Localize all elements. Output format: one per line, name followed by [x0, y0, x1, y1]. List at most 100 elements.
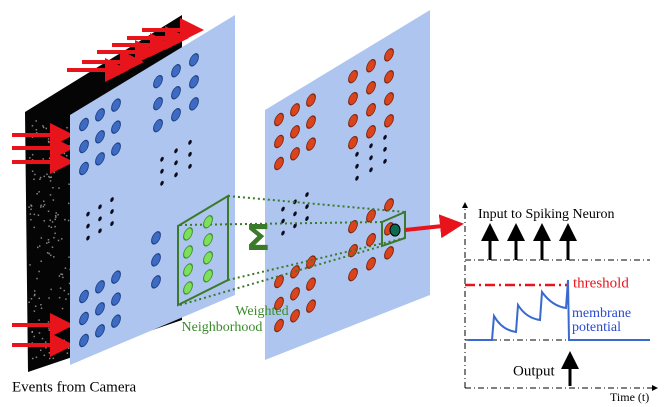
- event-pixel: [42, 158, 44, 160]
- black-neuron: [86, 211, 90, 217]
- black-neuron: [174, 160, 178, 166]
- event-pixel: [49, 180, 52, 182]
- event-pixel: [67, 293, 70, 295]
- event-pixel: [49, 176, 51, 179]
- event-pixel: [33, 290, 36, 292]
- event-pixel: [52, 337, 54, 339]
- black-neuron: [281, 206, 285, 212]
- black-neuron: [355, 175, 359, 181]
- blue-neuron: [111, 292, 121, 306]
- event-pixel: [43, 354, 46, 357]
- red-neuron: [348, 113, 358, 128]
- event-pixel: [56, 140, 58, 143]
- input-plane: [70, 15, 235, 365]
- event-pixel: [48, 157, 51, 160]
- blue-neuron: [111, 98, 121, 112]
- camera-label: Events from Camera: [12, 379, 136, 395]
- black-neuron: [293, 199, 297, 205]
- event-pixel: [65, 162, 67, 165]
- blue-neuron: [111, 120, 121, 134]
- green-neuron: [183, 227, 193, 241]
- potential-label: potential: [572, 320, 621, 335]
- black-neuron: [305, 192, 309, 197]
- neuron-graph: Input to Spiking Neuron threshold membra…: [462, 202, 658, 404]
- event-pixel: [29, 213, 32, 215]
- event-pixel: [45, 347, 47, 349]
- blue-neuron: [95, 280, 105, 294]
- red-neuron: [290, 147, 300, 161]
- blue-neuron: [151, 231, 161, 245]
- connection-lines: [179, 195, 406, 306]
- event-pixel: [58, 275, 61, 277]
- blue-neuron: [79, 311, 89, 326]
- red-neuron: [348, 243, 358, 258]
- blue-neuron: [153, 96, 163, 111]
- black-neuron: [188, 139, 192, 145]
- event-pixel: [52, 186, 54, 189]
- blue-neuron: [95, 108, 105, 122]
- green-neuron: [203, 215, 213, 229]
- event-pixel: [57, 328, 60, 331]
- black-neuron: [369, 155, 373, 161]
- event-pixel: [61, 307, 64, 310]
- green-neuron: [183, 245, 193, 259]
- blue-neuron: [171, 64, 181, 78]
- event-pixel: [64, 267, 67, 269]
- blue-neuron: [79, 333, 89, 348]
- event-pixel: [49, 194, 52, 196]
- red-neuron: [384, 246, 394, 260]
- green-neuron: [203, 233, 213, 247]
- event-pixel: [38, 191, 40, 193]
- red-neuron: [366, 59, 376, 73]
- event-pixel: [48, 297, 50, 299]
- event-pixel: [47, 241, 50, 244]
- red-neuron: [306, 93, 316, 107]
- black-neuron: [174, 172, 178, 178]
- event-pixel: [54, 214, 57, 217]
- black-neuron: [174, 148, 178, 154]
- blue-neuron: [79, 139, 89, 154]
- event-pixel: [50, 176, 52, 178]
- event-pixel: [66, 352, 69, 354]
- black-neuron: [281, 230, 285, 236]
- red-neuron: [384, 114, 394, 128]
- sum-symbol: Σ: [246, 218, 271, 259]
- event-pixel: [47, 321, 50, 323]
- event-pixel: [46, 173, 48, 176]
- event-pixel: [42, 125, 44, 127]
- event-pixel: [47, 138, 50, 140]
- event-pixel: [40, 206, 42, 208]
- red-neuron: [366, 233, 376, 247]
- event-pixel: [52, 125, 55, 128]
- event-pixel: [35, 120, 37, 122]
- event-pixel: [48, 225, 50, 227]
- black-neuron: [383, 134, 387, 140]
- black-neuron: [293, 211, 297, 217]
- event-pixel: [57, 213, 59, 216]
- event-pixel: [31, 136, 34, 138]
- blue-neuron: [153, 118, 163, 133]
- event-pixel: [31, 153, 34, 156]
- red-neuron: [274, 274, 284, 289]
- event-pixel: [42, 205, 45, 208]
- event-pixel: [31, 331, 33, 333]
- output-label: Output: [513, 363, 556, 379]
- black-neuron: [369, 143, 373, 149]
- event-pixel: [29, 264, 31, 266]
- event-pixel: [35, 132, 38, 134]
- event-pixel: [45, 127, 48, 130]
- event-pixel: [33, 310, 36, 312]
- black-neuron: [293, 223, 297, 229]
- event-pixel: [34, 305, 37, 307]
- event-pixel: [51, 246, 54, 249]
- event-pixel: [33, 178, 35, 181]
- target-box: [381, 210, 406, 248]
- event-pixel: [67, 347, 70, 350]
- event-pixel: [31, 170, 34, 173]
- weighted-label: Weighted: [235, 304, 288, 319]
- event-pixel: [30, 208, 32, 211]
- threshold-label: threshold: [573, 275, 629, 291]
- blue-neuron: [111, 142, 121, 156]
- event-pixel: [66, 126, 68, 129]
- blue-neuron: [189, 97, 199, 111]
